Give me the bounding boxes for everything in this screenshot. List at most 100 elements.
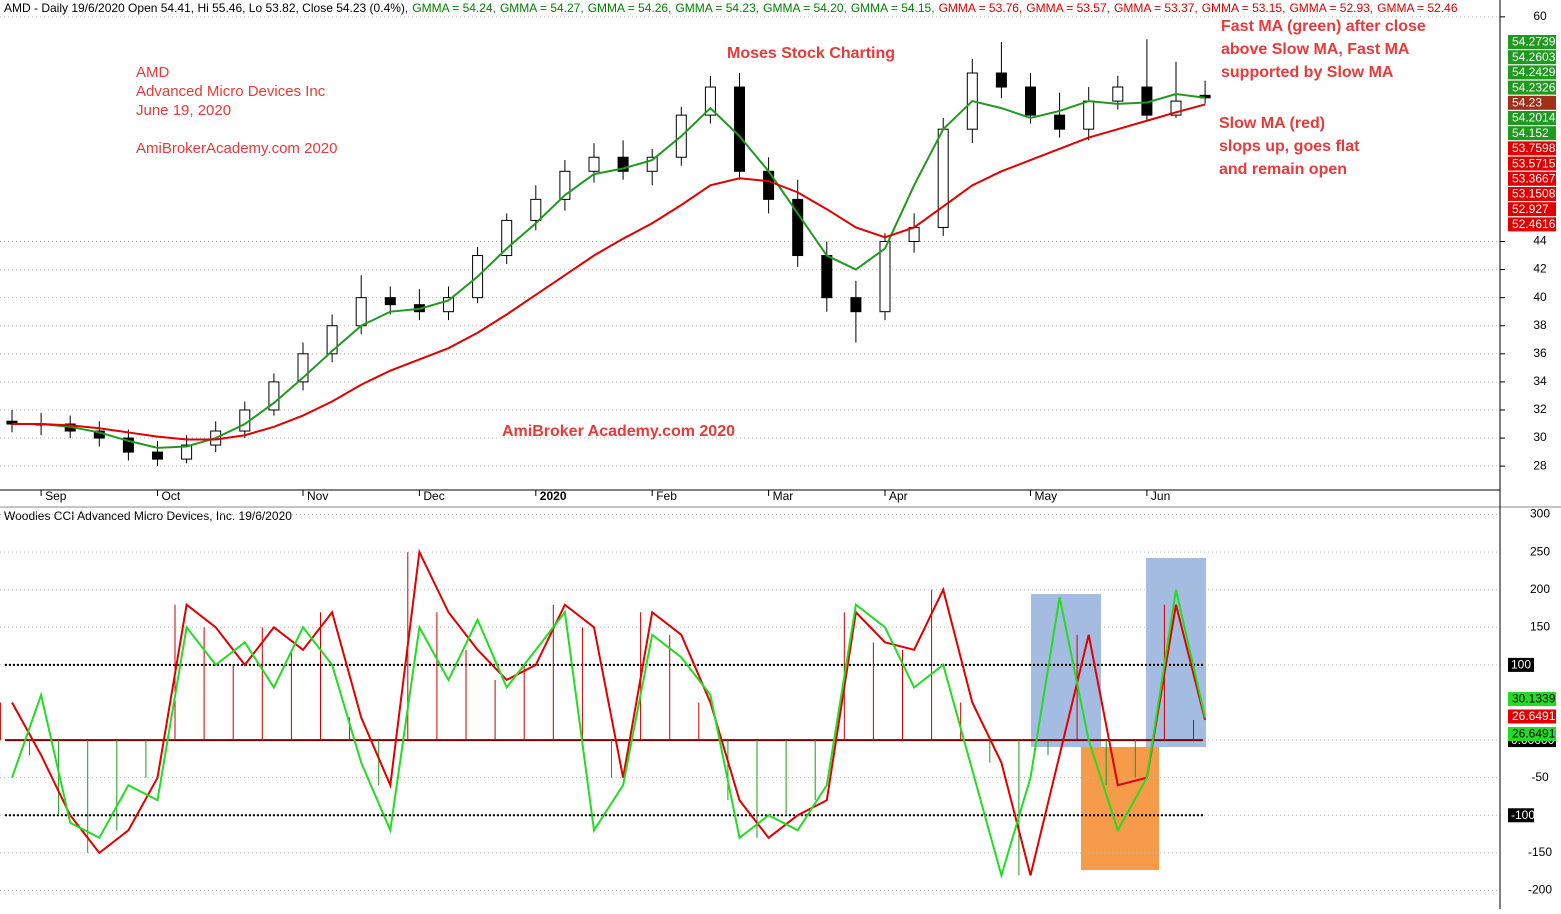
value-tag-label: 26.6491 (1512, 727, 1556, 741)
y-tick-label: -200 (1528, 883, 1552, 897)
gmma-label: GMMA = 53.76, (939, 1, 1023, 15)
price-tag (1508, 187, 1556, 201)
cci-line (11, 589, 1207, 880)
candle-body (181, 444, 193, 460)
candle-body (1083, 100, 1095, 130)
value-tag (1508, 692, 1556, 706)
candle-body (1054, 114, 1066, 130)
y-tick-label: 28 (1533, 458, 1547, 472)
candle-body (821, 255, 833, 299)
annotation: and remain open (1219, 161, 1347, 178)
price-tag-label: 54.2429 (1512, 65, 1556, 79)
price-tag (1508, 65, 1556, 80)
annotation: Fast MA (green) after close (1221, 18, 1426, 35)
value-tag (1508, 727, 1556, 741)
candle-body (646, 156, 658, 172)
price-tag (1508, 50, 1556, 65)
y-tick-label: 60 (1533, 9, 1547, 23)
x-tick-label: Nov (307, 489, 328, 503)
annotation: AMD (136, 64, 170, 81)
annotation: AmiBroker Academy.com 2020 (502, 423, 735, 440)
annotation: Slow MA (red) (1219, 115, 1325, 132)
candle-body (530, 198, 542, 221)
y-tick-label: 36 (1533, 346, 1547, 360)
price-tag (1508, 202, 1556, 217)
y-tick-label: 38 (1533, 318, 1547, 332)
candle-body (152, 451, 163, 460)
price-tag (1508, 126, 1556, 141)
price-tag (1508, 111, 1556, 125)
price-tag-label: 53.1508 (1512, 187, 1556, 201)
x-tick-label: Oct (162, 489, 181, 503)
candle-body (355, 297, 367, 327)
price-tag-label: 52.927 (1512, 202, 1549, 216)
ma-line (12, 103, 1206, 441)
level-tag (1508, 808, 1534, 823)
candle-body (326, 325, 338, 355)
y-tick-label: 42 (1533, 262, 1547, 276)
candle-body (122, 437, 134, 453)
price-tag (1508, 95, 1556, 110)
candle-body (937, 128, 949, 228)
price-tag (1508, 156, 1556, 171)
price-tag-label: 53.5715 (1512, 156, 1556, 170)
y-tick-label: 200 (1530, 582, 1550, 596)
y-tick-label: 40 (1533, 290, 1547, 304)
price-tag-label: 52.4616 (1512, 217, 1556, 231)
price-tag (1508, 80, 1556, 95)
annotation: above Slow MA, Fast MA (1221, 41, 1410, 58)
candle-body (501, 219, 513, 257)
gmma-label: GMMA = 54.24, (412, 1, 496, 15)
x-tick-label: Mar (773, 489, 794, 503)
candle-body (617, 156, 629, 172)
candle-body (850, 297, 862, 313)
x-tick-label: Apr (889, 489, 908, 503)
annotation: Moses Stock Charting (727, 45, 895, 62)
price-tag-label: 54.2014 (1512, 111, 1556, 125)
annotation: June 19, 2020 (136, 102, 231, 119)
price-tag (1508, 141, 1556, 156)
price-tag-label: 53.7598 (1512, 141, 1556, 155)
value-tag-label: 26.6491 (1512, 709, 1556, 723)
price-tag (1508, 35, 1556, 49)
price-tag-label: 54.152 (1512, 126, 1549, 140)
y-tick-label: 44 (1533, 234, 1547, 248)
x-tick-label: Sep (45, 489, 67, 503)
candle-body (734, 86, 745, 172)
candle-body (792, 198, 804, 257)
price-tag-label: 54.2326 (1512, 80, 1556, 94)
candle-body (704, 86, 716, 116)
gmma-label: GMMA = 54.27, (500, 1, 584, 15)
highlight-box (1031, 594, 1101, 747)
price-tag (1508, 217, 1556, 232)
candle-body (384, 297, 396, 306)
gmma-label: GMMA = 53.57, (1026, 1, 1110, 15)
candle-body (879, 240, 891, 313)
candle-body (559, 170, 571, 200)
candle-body (1170, 100, 1182, 116)
candle-body (443, 297, 454, 313)
gmma-label: GMMA = 54.15, (851, 1, 935, 15)
x-tick-label: Jun (1151, 489, 1170, 503)
candle-body (268, 381, 280, 411)
price-tag-label: 53.3667 (1512, 171, 1556, 185)
cci-line (11, 548, 1207, 876)
header: AMD - Daily 19/6/2020 Open 54.41, Hi 55.… (4, 1, 1458, 15)
price-tag-label: 54.2739 (1512, 35, 1556, 49)
annotation: supported by Slow MA (1221, 64, 1394, 81)
x-tick-label: Feb (656, 489, 677, 503)
gmma-label: GMMA = 52.46 (1377, 1, 1458, 15)
gmma-label: GMMA = 53.37, (1114, 1, 1198, 15)
candle-body (297, 353, 309, 383)
header-text: AMD - Daily 19/6/2020 Open 54.41, Hi 55.… (4, 1, 408, 15)
y-tick-label: -50 (1531, 770, 1549, 784)
y-tick-label: 150 (1530, 619, 1550, 633)
x-tick-label: May (1035, 489, 1058, 503)
gmma-label: GMMA = 54.23, (675, 1, 759, 15)
value-tag (1508, 709, 1556, 724)
x-tick-label: Dec (423, 489, 444, 503)
price-tag-label: 54.2603 (1512, 50, 1556, 64)
y-tick-label: 34 (1533, 374, 1547, 388)
